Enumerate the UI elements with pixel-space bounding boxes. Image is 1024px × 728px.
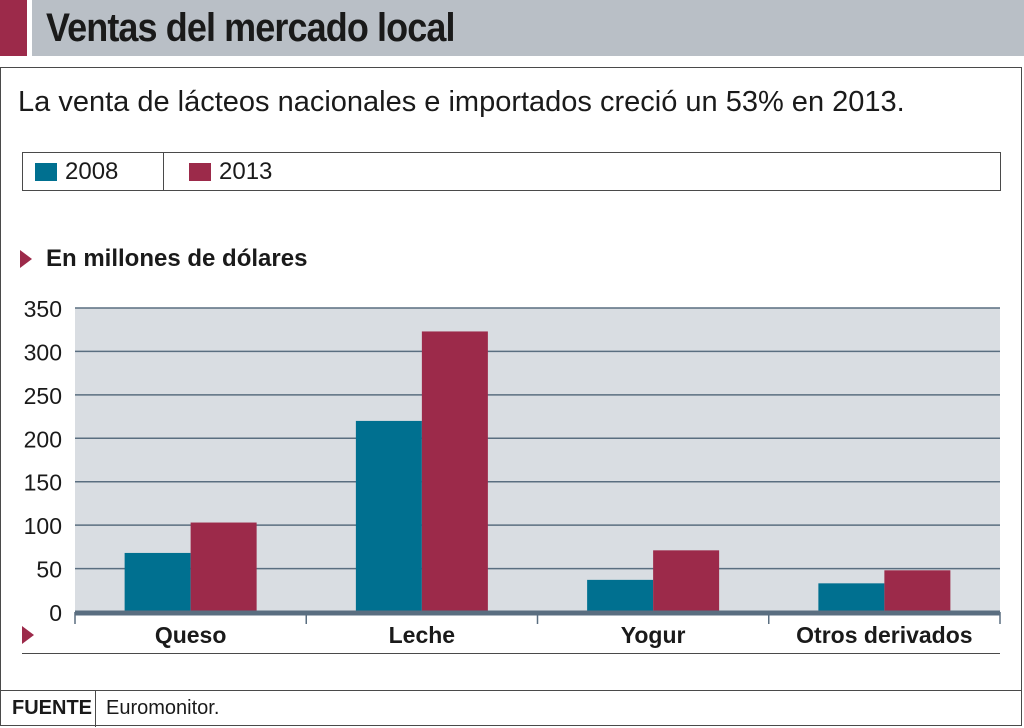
title-background bbox=[32, 0, 1024, 56]
y-tick-label: 200 bbox=[24, 426, 62, 452]
legend-divider bbox=[163, 153, 164, 190]
y-tick-label: 50 bbox=[36, 557, 62, 583]
bar-2008 bbox=[124, 552, 191, 612]
legend-label-2008: 2008 bbox=[65, 157, 119, 185]
source-row: FUENTE Euromonitor. bbox=[0, 690, 1022, 727]
bar-2008 bbox=[355, 420, 422, 612]
bar-2013 bbox=[421, 331, 488, 612]
legend-item-2008: 2008 bbox=[35, 153, 118, 190]
bar-2008 bbox=[818, 583, 885, 612]
x-tick-label: Yogur bbox=[621, 622, 686, 648]
source-label: FUENTE bbox=[12, 697, 92, 719]
bar-2013 bbox=[884, 570, 951, 612]
legend-item-2013: 2013 bbox=[189, 153, 272, 190]
source-text: Euromonitor. bbox=[106, 697, 220, 719]
category-axis-underline bbox=[22, 653, 1000, 654]
legend-label-2013: 2013 bbox=[219, 157, 273, 185]
triangle-marker-icon bbox=[20, 250, 32, 268]
legend-swatch-2013 bbox=[189, 162, 211, 181]
y-tick-label: 0 bbox=[49, 600, 62, 626]
legend: 2008 2013 bbox=[22, 152, 1001, 191]
chart-subtitle: La venta de lácteos nacionales e importa… bbox=[18, 86, 905, 118]
x-tick-label: Queso bbox=[155, 622, 227, 648]
y-tick-label: 250 bbox=[24, 383, 62, 409]
chart-title: Ventas del mercado local bbox=[46, 6, 455, 50]
category-triangle-marker-icon bbox=[22, 626, 34, 644]
y-tick-label: 300 bbox=[24, 339, 62, 365]
unit-row: En millones de dólares bbox=[20, 244, 307, 274]
legend-swatch-2008 bbox=[35, 162, 57, 181]
source-divider bbox=[95, 691, 96, 727]
bar-2008 bbox=[587, 579, 654, 612]
y-tick-label: 350 bbox=[24, 296, 62, 322]
x-tick-label: Leche bbox=[389, 622, 455, 648]
y-tick-label: 100 bbox=[24, 513, 62, 539]
title-accent-block bbox=[0, 0, 27, 56]
bar-2013 bbox=[190, 522, 257, 612]
bar-2013 bbox=[653, 550, 720, 612]
unit-label: En millones de dólares bbox=[46, 245, 308, 272]
bar-chart: 0 50 100 150 200 250 300 350 Queso Leche Yogur Otro… bbox=[24, 296, 1001, 648]
title-bar: Ventas del mercado local bbox=[0, 0, 1024, 56]
x-tick-label: Otros derivados bbox=[796, 622, 972, 648]
y-tick-label: 150 bbox=[24, 470, 62, 496]
chart-frame bbox=[0, 67, 1022, 726]
